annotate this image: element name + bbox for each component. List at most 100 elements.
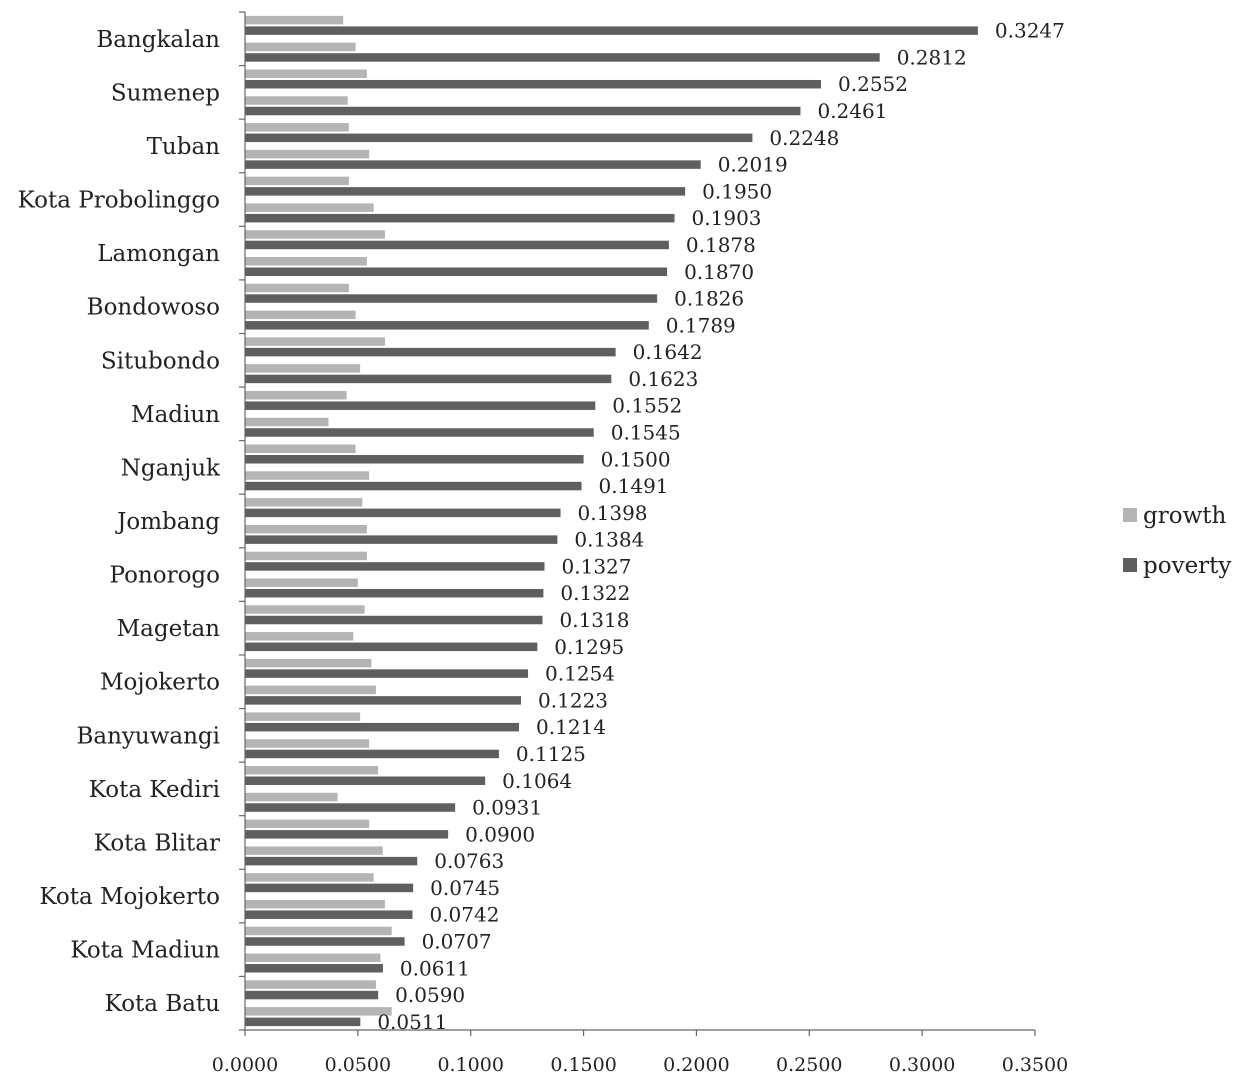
poverty-bar	[245, 615, 543, 625]
poverty-data-label: 0.1903	[692, 206, 762, 230]
poverty-data-label: 0.1318	[559, 608, 629, 632]
growth-bar	[245, 337, 385, 346]
poverty-bar	[245, 990, 379, 1000]
poverty-data-label: 0.2552	[838, 72, 908, 96]
poverty-bar	[245, 883, 414, 893]
x-tick-label: 0.0500	[325, 1054, 391, 1076]
growth-bar	[245, 69, 367, 78]
poverty-legend-label: poverty	[1143, 553, 1231, 579]
poverty-data-label: 0.1125	[516, 742, 586, 766]
poverty-data-label: 0.1491	[599, 474, 669, 498]
poverty-bar	[245, 133, 753, 143]
x-tick-label: 0.1500	[550, 1054, 616, 1076]
category-label: Bangkalan	[96, 27, 220, 53]
growth-bar	[245, 444, 356, 454]
poverty-data-label: 0.1322	[560, 581, 630, 605]
poverty-data-label: 0.0745	[430, 876, 500, 900]
poverty-data-label: 0.1950	[702, 179, 772, 203]
category-label: Kota Kediri	[89, 777, 220, 803]
poverty-bar	[245, 964, 383, 973]
growth-bar	[245, 739, 370, 748]
growth-bar	[245, 42, 356, 52]
poverty-data-label: 0.1545	[611, 420, 681, 444]
category-label: Kota Blitar	[94, 830, 220, 856]
x-tick-label: 0.2000	[663, 1054, 729, 1076]
growth-bar	[245, 819, 370, 829]
category-label: Lamongan	[97, 241, 220, 267]
growth-bar	[245, 605, 365, 614]
growth-bar	[245, 96, 348, 105]
category-label: Magetan	[117, 616, 221, 642]
growth-bar	[245, 149, 370, 159]
growth-bar	[245, 524, 367, 534]
poverty-data-label: 0.0931	[472, 796, 542, 820]
poverty-bar	[245, 669, 529, 678]
category-label: Kota Probolinggo	[18, 188, 220, 214]
growth-bar	[245, 283, 349, 293]
labels-layer: 0.32470.28120.25520.24610.22480.20190.19…	[18, 19, 1069, 1076]
category-label: Jombang	[115, 509, 220, 535]
axes-layer	[239, 11, 1036, 1036]
poverty-bar	[245, 937, 405, 946]
poverty-data-label: 0.1623	[628, 367, 698, 391]
poverty-bar	[245, 696, 522, 705]
growth-bar	[245, 899, 385, 909]
poverty-bar	[245, 240, 669, 250]
growth-bar	[245, 953, 381, 963]
growth-bar	[245, 310, 356, 320]
poverty-bar	[245, 856, 418, 866]
growth-bar	[245, 980, 376, 989]
growth-bar	[245, 766, 379, 775]
poverty-bar	[245, 455, 584, 464]
poverty-data-label: 0.2461	[817, 99, 887, 123]
poverty-data-label: 0.0742	[429, 903, 499, 927]
growth-bar	[245, 123, 349, 132]
poverty-bar	[245, 588, 544, 598]
growth-bar	[245, 792, 338, 802]
poverty-bar	[245, 187, 686, 196]
growth-bar	[245, 364, 361, 373]
category-label: Kota Batu	[105, 991, 220, 1017]
category-label: Bondowoso	[87, 295, 220, 321]
poverty-bar	[245, 481, 582, 491]
poverty-bar	[245, 776, 486, 785]
growth-bar	[245, 873, 374, 882]
legend: growth poverty	[1123, 503, 1231, 579]
poverty-bar	[245, 910, 413, 919]
poverty-data-label: 0.1826	[674, 287, 744, 311]
poverty-legend-swatch	[1123, 558, 1137, 572]
growth-bar	[245, 712, 361, 721]
category-label: Madiun	[131, 402, 220, 428]
poverty-bar	[245, 401, 596, 410]
growth-bar	[245, 203, 374, 212]
growth-bar	[245, 632, 354, 641]
poverty-bar	[245, 535, 558, 544]
poverty-bar	[245, 722, 520, 732]
category-label: Nganjuk	[121, 455, 221, 481]
growth-bar	[245, 417, 329, 427]
growth-bar	[245, 551, 367, 561]
poverty-bar	[245, 508, 561, 518]
poverty-bar	[245, 106, 801, 116]
category-label: Ponorogo	[110, 563, 220, 589]
poverty-data-label: 0.0590	[395, 983, 465, 1007]
growth-bar	[245, 390, 347, 400]
poverty-data-label: 0.1327	[562, 554, 632, 578]
x-tick-label: 0.0000	[212, 1054, 278, 1076]
poverty-data-label: 0.2019	[718, 153, 788, 177]
poverty-bar	[245, 428, 594, 437]
poverty-bar	[245, 294, 658, 303]
category-label: Mojokerto	[100, 670, 220, 696]
poverty-bar	[245, 53, 880, 62]
x-tick-label: 0.3000	[889, 1054, 955, 1076]
poverty-bar	[245, 213, 675, 223]
category-label: Kota Madiun	[70, 938, 220, 964]
poverty-bar	[245, 374, 612, 384]
poverty-data-label: 0.2248	[769, 126, 839, 150]
poverty-data-label: 0.1878	[686, 233, 756, 257]
growth-bar	[245, 498, 363, 507]
growth-legend-swatch	[1123, 508, 1137, 522]
bars-layer	[245, 15, 978, 1027]
growth-bar	[245, 15, 344, 25]
